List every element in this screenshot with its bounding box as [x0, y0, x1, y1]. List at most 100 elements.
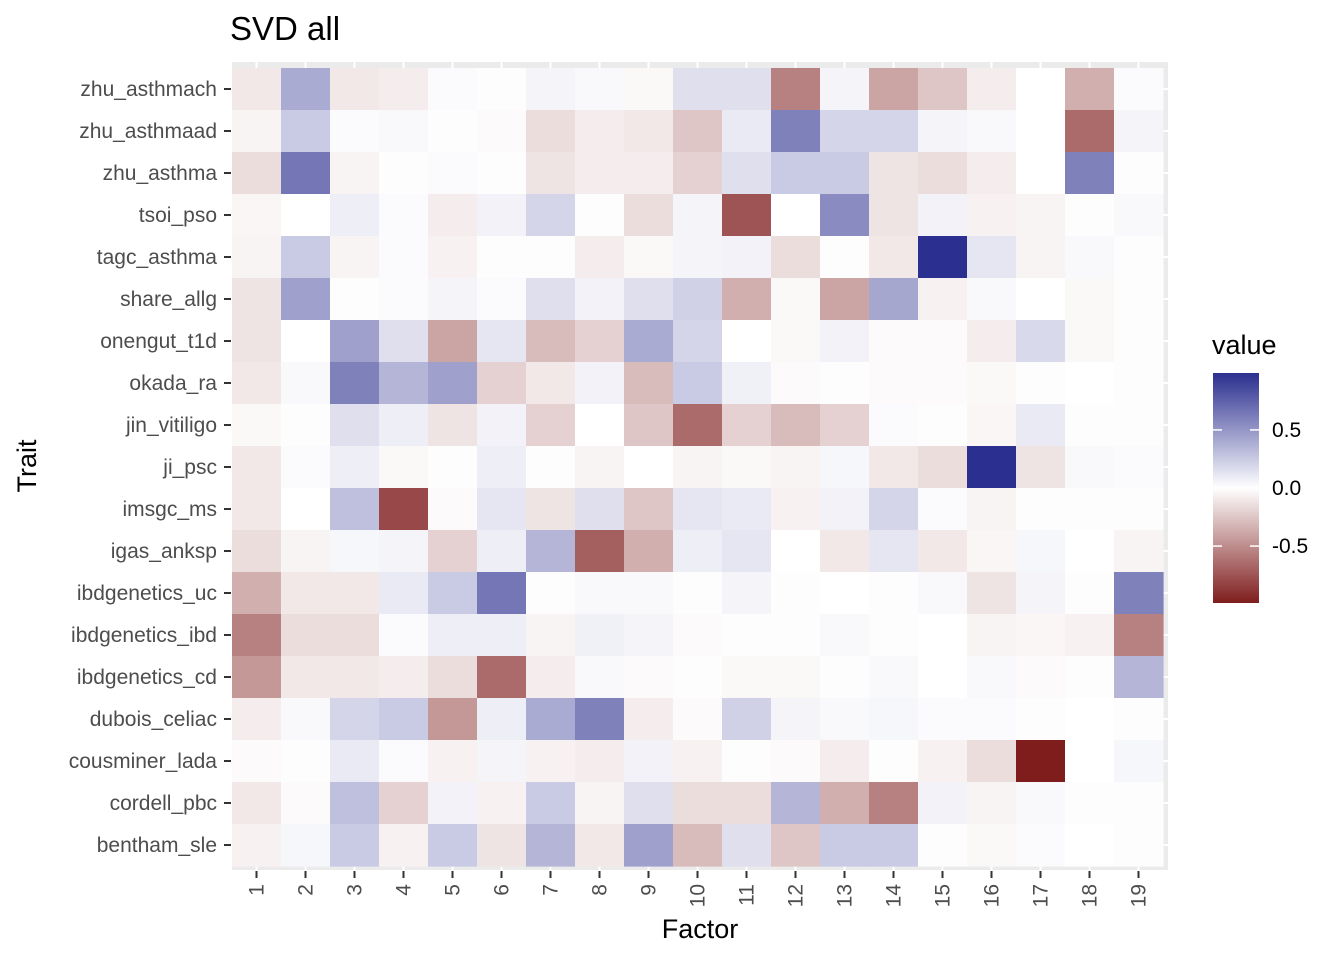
y-tick-label: bentham_sle [97, 834, 217, 857]
heatmap-cell [869, 488, 919, 531]
heatmap-cell [673, 320, 723, 363]
heatmap-cell [1065, 320, 1115, 363]
heatmap-cell [526, 152, 576, 195]
heatmap-cell [869, 236, 919, 279]
heatmap-cell [1065, 362, 1115, 405]
y-tick-label: cousminer_lada [69, 750, 218, 773]
heatmap-cell [575, 152, 625, 195]
heatmap-cell [1016, 194, 1066, 237]
heatmap-cell [1114, 320, 1164, 363]
heatmap-cell [1114, 572, 1164, 615]
heatmap-cell [281, 362, 331, 405]
heatmap-cell [232, 698, 282, 741]
heatmap-cell [771, 446, 821, 489]
heatmap-cell [477, 152, 527, 195]
heatmap-cell [771, 236, 821, 279]
heatmap-cell [820, 530, 870, 573]
heatmap-cell [722, 404, 772, 447]
heatmap-cell [722, 698, 772, 741]
heatmap-cell [820, 152, 870, 195]
heatmap-cell [918, 740, 968, 783]
x-tick-label: 3 [344, 884, 367, 896]
heatmap-cell [722, 236, 772, 279]
heatmap-cell [379, 152, 429, 195]
heatmap-cell [428, 824, 478, 867]
heatmap-cell [918, 614, 968, 657]
heatmap-cell [624, 68, 674, 111]
heatmap-cell [918, 152, 968, 195]
heatmap-cell [771, 320, 821, 363]
chart-title: SVD all [230, 10, 340, 47]
heatmap-cell [1016, 614, 1066, 657]
heatmap-cell [918, 236, 968, 279]
heatmap-cell [526, 572, 576, 615]
heatmap-cell [1114, 194, 1164, 237]
y-tick-label: cordell_pbc [110, 792, 217, 815]
heatmap-cell [379, 698, 429, 741]
heatmap-cell [918, 782, 968, 825]
heatmap-cell [967, 614, 1017, 657]
heatmap-cell [1016, 110, 1066, 153]
heatmap-cell [379, 236, 429, 279]
heatmap-cell [575, 572, 625, 615]
heatmap-cell [1016, 404, 1066, 447]
heatmap-cell [379, 824, 429, 867]
heatmap-cell [771, 782, 821, 825]
y-tick-label: zhu_asthmach [80, 78, 217, 101]
heatmap-cell [477, 572, 527, 615]
heatmap-cell [477, 656, 527, 699]
heatmap-cell [722, 614, 772, 657]
heatmap-cell [869, 614, 919, 657]
heatmap-cell [1114, 278, 1164, 321]
heatmap-cell [526, 530, 576, 573]
heatmap-cell [1065, 824, 1115, 867]
heatmap-cell [869, 740, 919, 783]
heatmap-cell [575, 236, 625, 279]
heatmap-cell [624, 152, 674, 195]
heatmap-cell [330, 656, 380, 699]
heatmap-cell [477, 278, 527, 321]
heatmap-cell [1016, 740, 1066, 783]
heatmap-cell [232, 362, 282, 405]
heatmap-cell [575, 530, 625, 573]
heatmap-cell [526, 740, 576, 783]
heatmap-cell [918, 656, 968, 699]
heatmap-cell [379, 404, 429, 447]
heatmap-cell [722, 362, 772, 405]
heatmap-cell [330, 446, 380, 489]
heatmap-cell [1065, 488, 1115, 531]
heatmap-cell [330, 320, 380, 363]
heatmap-cell [477, 362, 527, 405]
x-tick-label: 11 [736, 884, 759, 906]
x-tick-label: 17 [1030, 884, 1053, 907]
heatmap-cell [1114, 824, 1164, 867]
y-tick-label: ibdgenetics_ibd [71, 624, 217, 647]
heatmap-cell [869, 404, 919, 447]
heatmap-cell [477, 110, 527, 153]
heatmap-cell [820, 782, 870, 825]
x-tick-label: 6 [491, 884, 514, 896]
heatmap-cell [1016, 236, 1066, 279]
heatmap-cell [1065, 656, 1115, 699]
heatmap-cell [575, 110, 625, 153]
heatmap-cell [526, 404, 576, 447]
heatmap-cell [771, 278, 821, 321]
heatmap-cell [918, 824, 968, 867]
heatmap-cell [918, 572, 968, 615]
heatmap-cell [869, 782, 919, 825]
heatmap-cell [526, 488, 576, 531]
heatmap-cell [967, 446, 1017, 489]
heatmap-cell [281, 488, 331, 531]
heatmap-cell [722, 782, 772, 825]
heatmap-cell [379, 572, 429, 615]
heatmap-cell [526, 782, 576, 825]
heatmap-cell [918, 110, 968, 153]
heatmap-cell [575, 362, 625, 405]
heatmap-cell [1065, 404, 1115, 447]
heatmap-cell [820, 194, 870, 237]
heatmap-cell [428, 236, 478, 279]
heatmap-cell [379, 656, 429, 699]
y-tick-label: tagc_asthma [97, 246, 218, 269]
heatmap-cell [575, 740, 625, 783]
heatmap-cell [771, 362, 821, 405]
